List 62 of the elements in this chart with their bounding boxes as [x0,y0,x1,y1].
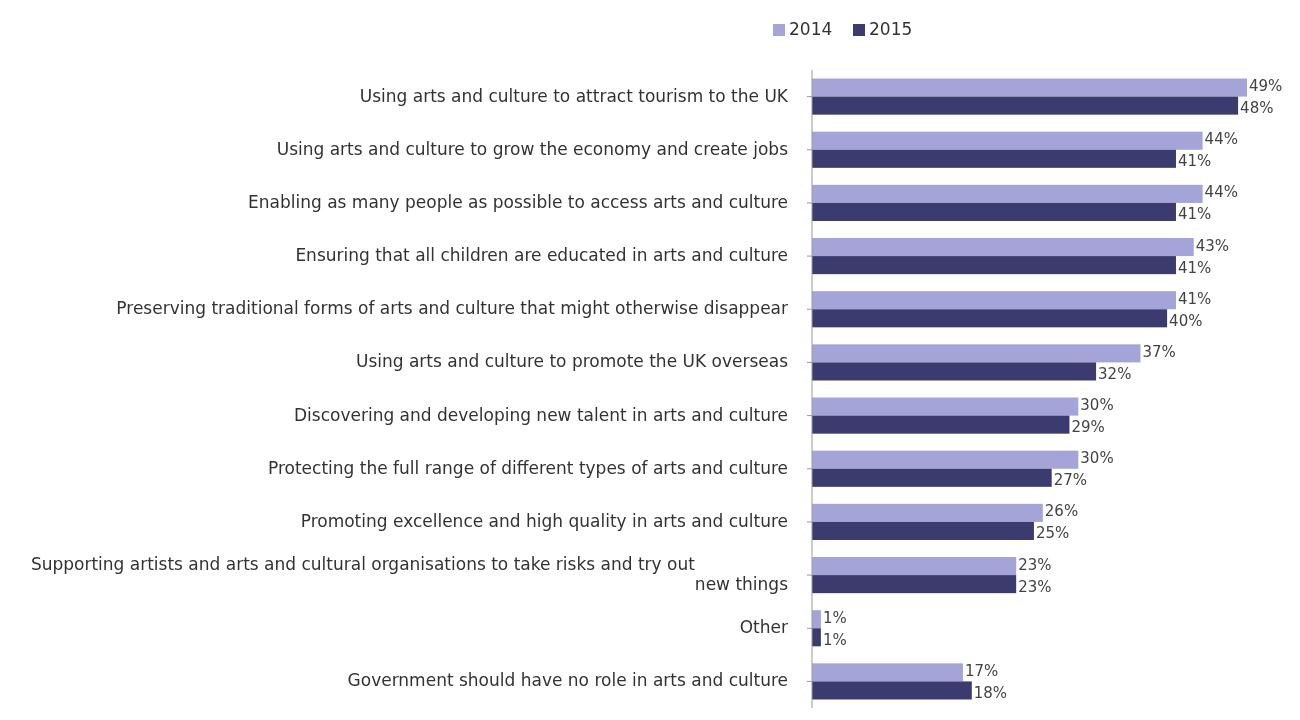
bar [812,96,1239,115]
bar [812,663,963,682]
legend-label: 2015 [869,19,913,39]
data-label: 23% [1018,577,1052,596]
y-tick-label: Using arts and culture to attract tourism to the UK [359,85,789,106]
data-label: 26% [1044,502,1079,521]
data-label: 41% [1177,258,1212,277]
y-tick-label: Ensuring that all children are educated in arts and culture [295,245,788,266]
y-tick-label: Using arts and culture to grow the economy and create jobs [276,138,789,159]
bar [812,256,1176,275]
y-tick-label: Government should have no role in arts and culture [347,670,788,691]
bar [812,362,1097,381]
data-label: 30% [1080,449,1114,468]
y-tick-label: Enabling as many people as possible to access arts and culture [248,191,788,212]
data-label: 18% [973,683,1008,702]
data-label: 17% [964,661,999,680]
bar [812,575,1017,594]
y-tick-label: Using arts and culture to promote the UK overseas [355,351,789,372]
data-label: 32% [1098,364,1132,383]
data-label: 29% [1071,418,1105,437]
data-label: 41% [1177,289,1212,308]
y-tick-label: Supporting artists and arts and cultural organisations to take risks and try out new things [30,554,789,595]
data-label: 49% [1249,77,1283,96]
data-label: 41% [1177,205,1212,224]
bar [812,468,1052,487]
data-label: 40% [1169,311,1203,330]
data-label: 44% [1204,183,1238,202]
bar [812,238,1194,257]
bar [812,610,821,629]
bar [812,450,1079,469]
bar [812,557,1017,576]
data-label: 25% [1035,524,1070,543]
bar [812,184,1203,203]
data-label: 27% [1053,471,1088,490]
data-label: 41% [1177,152,1212,171]
bar [812,78,1247,97]
data-label: 1% [822,630,847,649]
data-label: 44% [1204,130,1238,149]
bar [812,397,1079,416]
bar [812,131,1203,150]
y-tick-label: Promoting excellence and high quality in arts and culture [300,510,788,531]
bar [812,309,1168,328]
data-label: 23% [1018,555,1052,574]
bar [812,415,1070,434]
bar [812,521,1034,540]
bar [812,291,1176,310]
data-label: 48% [1240,99,1274,118]
y-tick-label: Protecting the full range of different types of arts and culture [267,457,788,478]
bar [812,628,821,647]
bar [812,503,1043,522]
y-tick-label: Other [739,617,788,638]
y-tick-label: Discovering and developing new talent in arts and culture [293,404,788,425]
data-label: 1% [822,608,847,627]
data-label: 43% [1195,236,1230,255]
bar [812,344,1141,363]
bar [812,681,972,700]
data-label: 37% [1142,342,1176,361]
bar [812,202,1176,221]
legend-label: 2014 [789,19,833,39]
y-tick-label: Preserving traditional forms of arts and culture that might otherwise disappear [116,298,788,319]
data-label: 30% [1080,396,1114,415]
bar [812,149,1176,168]
